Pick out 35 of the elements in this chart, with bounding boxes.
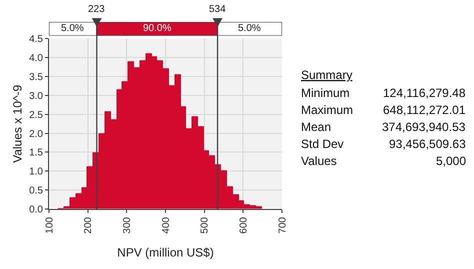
y-tick-label: 3.0 bbox=[29, 90, 44, 102]
y-tick-label: 2.0 bbox=[29, 128, 44, 140]
y-tick-label: 1.5 bbox=[29, 148, 44, 159]
y-axis-title: Values x 10^-9 bbox=[10, 84, 24, 163]
ref-line-label: 534 bbox=[209, 4, 226, 15]
ref-line-label: 223 bbox=[88, 4, 106, 15]
text: Summary bbox=[301, 68, 352, 82]
x-tick-label: 600 bbox=[238, 216, 250, 234]
text: Maximum bbox=[301, 103, 354, 117]
x-tick-label: 200 bbox=[83, 216, 94, 234]
text: 374,693,940.53 bbox=[382, 120, 466, 134]
y-tick-label: 4.0 bbox=[29, 53, 44, 64]
x-tick-label: 700 bbox=[277, 216, 288, 234]
text: 5.0% bbox=[238, 23, 261, 34]
x-axis-title: NPV (million US$) bbox=[117, 246, 214, 260]
text: Values bbox=[301, 154, 337, 168]
x-tick-label: 300 bbox=[122, 216, 133, 234]
text: Std Dev bbox=[301, 137, 344, 151]
x-tick-label: 400 bbox=[160, 216, 172, 234]
x-tick-label: 100 bbox=[44, 216, 56, 234]
x-tick-label: 500 bbox=[200, 216, 211, 234]
y-tick-label: 1.0 bbox=[29, 166, 44, 178]
text: Minimum bbox=[301, 86, 350, 100]
y-tick-label: 4.5 bbox=[29, 34, 44, 46]
text: 648,112,272.01 bbox=[383, 103, 466, 117]
text: 90.0% bbox=[143, 23, 172, 34]
y-tick-label: 3.5 bbox=[29, 72, 44, 84]
y-tick-label: 2.5 bbox=[29, 110, 44, 121]
text: 124,116,279.48 bbox=[383, 86, 466, 100]
text: 5.0% bbox=[61, 23, 84, 34]
text: Mean bbox=[301, 120, 332, 134]
y-tick-label: 0.0 bbox=[29, 204, 44, 216]
text: 93,456,509.63 bbox=[389, 137, 466, 151]
text: 5,000 bbox=[436, 154, 466, 168]
y-tick-label: 0.5 bbox=[29, 186, 44, 197]
